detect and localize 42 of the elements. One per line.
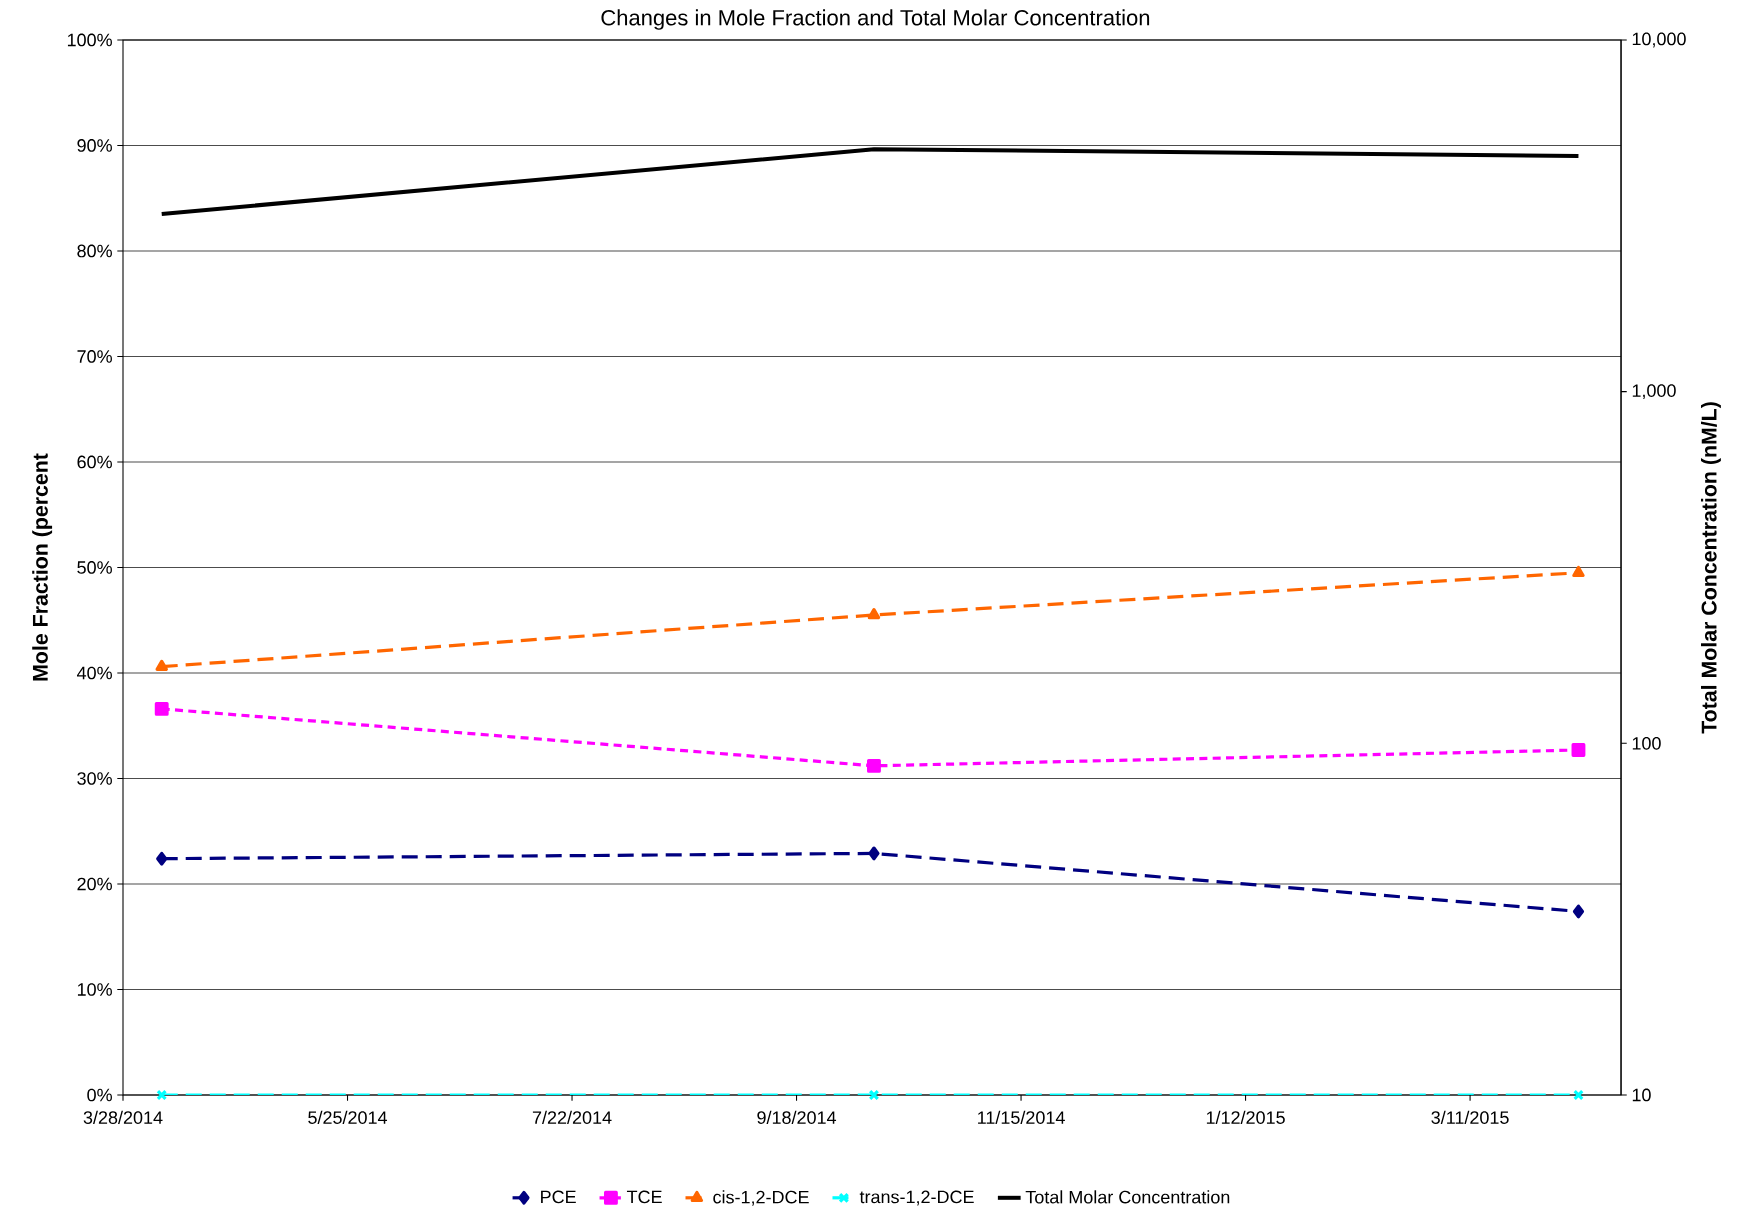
y-tick-label: 90%	[77, 139, 112, 152]
point	[868, 1089, 880, 1101]
y-tick-label: 10%	[77, 983, 112, 996]
point	[1573, 1089, 1584, 1101]
y-tick-label: 100%	[67, 33, 112, 47]
y-tick-label: 40%	[76, 666, 112, 680]
y2-tick-label: 1,000	[1632, 384, 1676, 400]
point	[867, 758, 881, 773]
y-tick-label: 0%	[87, 1088, 112, 1102]
point	[1571, 743, 1586, 757]
x-tick-label: 11/15/2014	[978, 1110, 1065, 1124]
point	[867, 608, 881, 620]
y-tick-label: 30%	[77, 772, 112, 785]
legend-label: cis-1,2-DCE	[713, 1190, 809, 1206]
x-tick-label: 7/22/2014	[532, 1110, 612, 1124]
legend-label: trans-1,2-DCE	[859, 1190, 974, 1206]
y2-tick-label: 100	[1632, 736, 1661, 750]
point	[1572, 565, 1585, 578]
y-tick-label: 70%	[77, 350, 112, 363]
x-tick-label: 9/18/2014	[757, 1110, 837, 1124]
x-tick-label: 1/12/2015	[1206, 1110, 1285, 1124]
y-tick-label: 80%	[77, 244, 112, 258]
y2-tick-label: 10	[1632, 1088, 1651, 1102]
legend-label: Total Molar Concentration	[1025, 1190, 1230, 1204]
y-tick-label: 20%	[77, 877, 112, 891]
x-tick-label: 3/28/2014	[83, 1110, 163, 1124]
legend-label: PCE	[541, 1190, 576, 1204]
point	[1572, 904, 1585, 919]
x-tick-label: 3/11/2015	[1431, 1110, 1509, 1124]
y-tick-label: 50%	[77, 561, 112, 574]
point	[155, 659, 168, 671]
y-axis-title: Mole Fraction (percent	[32, 453, 53, 681]
chart-title: Changes in Mole Fraction and Total Molar Concentration	[601, 9, 1150, 30]
y-tick-label: 60%	[77, 455, 112, 469]
legend-label: TCE	[626, 1190, 662, 1204]
point	[156, 1089, 168, 1101]
x-tick-label: 5/25/2014	[308, 1110, 388, 1124]
y2-axis-title: Total Molar Concentration (nM/L)	[1700, 402, 1721, 734]
point	[868, 846, 880, 861]
point	[154, 701, 169, 716]
y2-tick-label: 10,000	[1632, 32, 1686, 48]
point	[156, 851, 168, 866]
